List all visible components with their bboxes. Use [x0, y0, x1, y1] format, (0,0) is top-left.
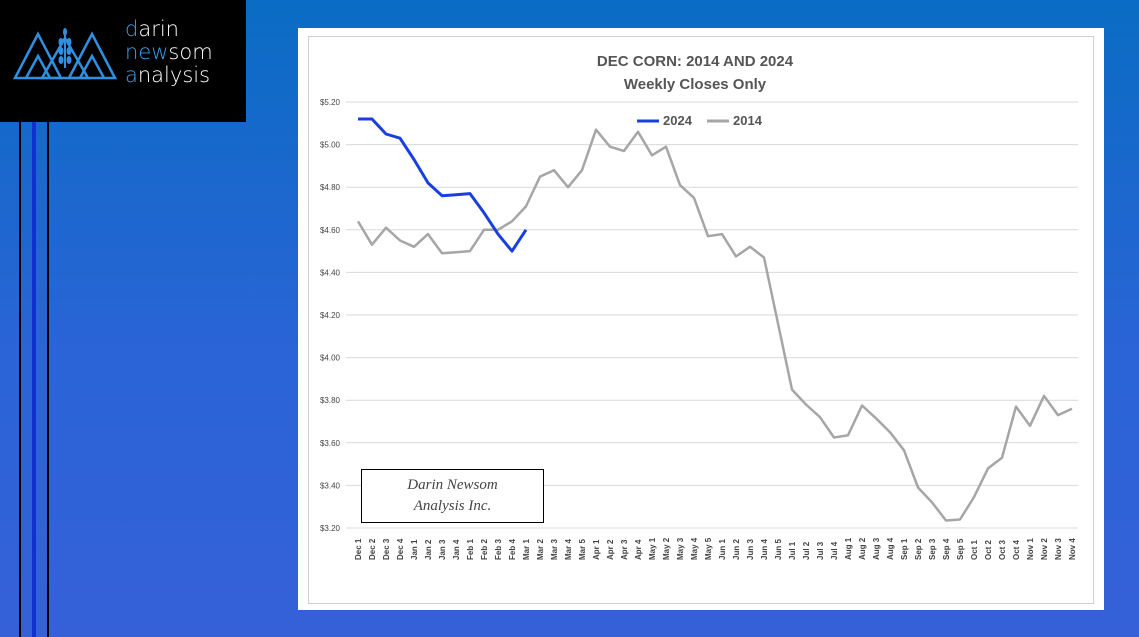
x-tick-label: Jun 4	[760, 539, 769, 560]
y-tick-label: $4.20	[320, 311, 341, 320]
x-tick-label: Feb 2	[480, 539, 489, 560]
decor-bar-1	[19, 122, 21, 637]
series-line-2014	[356, 128, 1073, 522]
x-tick-label: Sep 4	[942, 538, 951, 560]
decor-bar-3	[47, 122, 49, 637]
x-tick-label: Apr 1	[592, 539, 601, 560]
x-tick-label: Mar 5	[578, 539, 587, 560]
x-tick-label: Jan 1	[410, 539, 419, 560]
x-tick-label: Sep 3	[928, 538, 937, 560]
x-tick-label: Jun 2	[732, 539, 741, 560]
x-tick-label: Dec 4	[396, 538, 405, 560]
y-axis-ticks: $5.20 $5.00 $4.80 $4.60 $4.40 $4.20 $4.00 $3.80…	[320, 98, 341, 533]
series-lines	[356, 117, 1073, 522]
mountain-wheat-icon	[12, 28, 118, 80]
x-tick-label: Jun 1	[718, 539, 727, 560]
watermark-line-1: Darin Newsom	[407, 477, 498, 493]
y-tick-label: $5.00	[320, 141, 341, 150]
x-tick-label: Oct 4	[1012, 539, 1021, 560]
x-tick-label: Apr 2	[606, 539, 615, 560]
brand-logo: darin newsom analysis	[0, 0, 246, 122]
x-tick-label: Oct 3	[998, 539, 1007, 560]
y-tick-label: $3.60	[320, 439, 341, 448]
x-tick-label: Feb 1	[466, 539, 475, 560]
x-tick-label: Mar 1	[522, 539, 531, 560]
legend-label-2014: 2014	[733, 113, 763, 128]
y-tick-label: $5.20	[320, 98, 341, 107]
x-tick-label: Jun 3	[746, 539, 755, 560]
x-tick-label: May 5	[704, 537, 713, 560]
x-tick-label: Jul 3	[816, 541, 825, 560]
series-line-2024	[358, 117, 528, 253]
x-tick-label: Aug 4	[886, 537, 895, 560]
x-tick-label: Apr 3	[620, 539, 629, 560]
x-tick-label: Mar 2	[536, 539, 545, 560]
x-tick-label: Jul 4	[830, 541, 839, 560]
x-tick-label: Aug 3	[872, 537, 881, 560]
chart-title: DEC CORN: 2014 AND 2024	[597, 53, 794, 70]
x-tick-label: Oct 1	[970, 539, 979, 560]
legend: 2024 2014	[637, 113, 763, 128]
decor-bar-2	[32, 122, 36, 637]
x-tick-label: Sep 2	[914, 538, 923, 560]
x-tick-label: Nov 4	[1068, 538, 1077, 560]
x-tick-label: Nov 2	[1040, 538, 1049, 560]
x-tick-label: Jul 1	[788, 541, 797, 560]
x-tick-label: Jun 5	[774, 539, 783, 560]
x-tick-label: Dec 1	[354, 538, 363, 560]
x-tick-label: Dec 2	[368, 538, 377, 560]
gridlines	[346, 101, 1078, 529]
x-tick-label: Nov 3	[1054, 538, 1063, 560]
x-tick-label: Feb 4	[508, 539, 517, 560]
x-tick-label: May 4	[690, 537, 699, 560]
x-tick-label: Jan 3	[438, 539, 447, 560]
x-tick-label: Oct 2	[984, 539, 993, 560]
x-tick-label: Mar 3	[550, 539, 559, 560]
y-tick-label: $4.40	[320, 268, 341, 277]
x-tick-label: May 2	[662, 537, 671, 560]
x-tick-label: Jan 4	[452, 539, 461, 560]
y-tick-label: $3.20	[320, 524, 341, 533]
y-tick-label: $4.00	[320, 354, 341, 363]
chart-subtitle: Weekly Closes Only	[624, 76, 767, 93]
y-tick-label: $3.80	[320, 396, 341, 405]
x-tick-label: Jan 2	[424, 539, 433, 560]
x-tick-label: Sep 1	[900, 538, 909, 560]
y-tick-label: $4.80	[320, 183, 341, 192]
watermark-line-2: Analysis Inc.	[413, 498, 492, 514]
x-tick-label: Feb 3	[494, 539, 503, 560]
watermark-box: Darin Newsom Analysis Inc.	[361, 469, 544, 523]
x-tick-label: Aug 2	[858, 537, 867, 560]
x-tick-label: Sep 5	[956, 538, 965, 560]
y-tick-label: $4.60	[320, 226, 341, 235]
legend-label-2024: 2024	[663, 113, 693, 128]
x-axis-ticks: Dec 1 Dec 2 Dec 3 Dec 4 Jan 1 Jan 2 Jan 3 Jan 4…	[354, 537, 1077, 560]
y-tick-label: $3.40	[320, 481, 341, 490]
x-tick-label: Apr 4	[634, 539, 643, 560]
x-tick-label: Jul 2	[802, 541, 811, 560]
x-tick-label: May 1	[648, 537, 657, 560]
x-tick-label: May 3	[676, 537, 685, 560]
chart-frame	[308, 36, 1094, 604]
x-tick-label: Dec 3	[382, 538, 391, 560]
x-tick-label: Mar 4	[564, 539, 573, 560]
x-tick-label: Nov 1	[1026, 538, 1035, 560]
x-tick-label: Aug 1	[844, 537, 853, 560]
brand-name: darin newsom analysis	[125, 17, 213, 87]
